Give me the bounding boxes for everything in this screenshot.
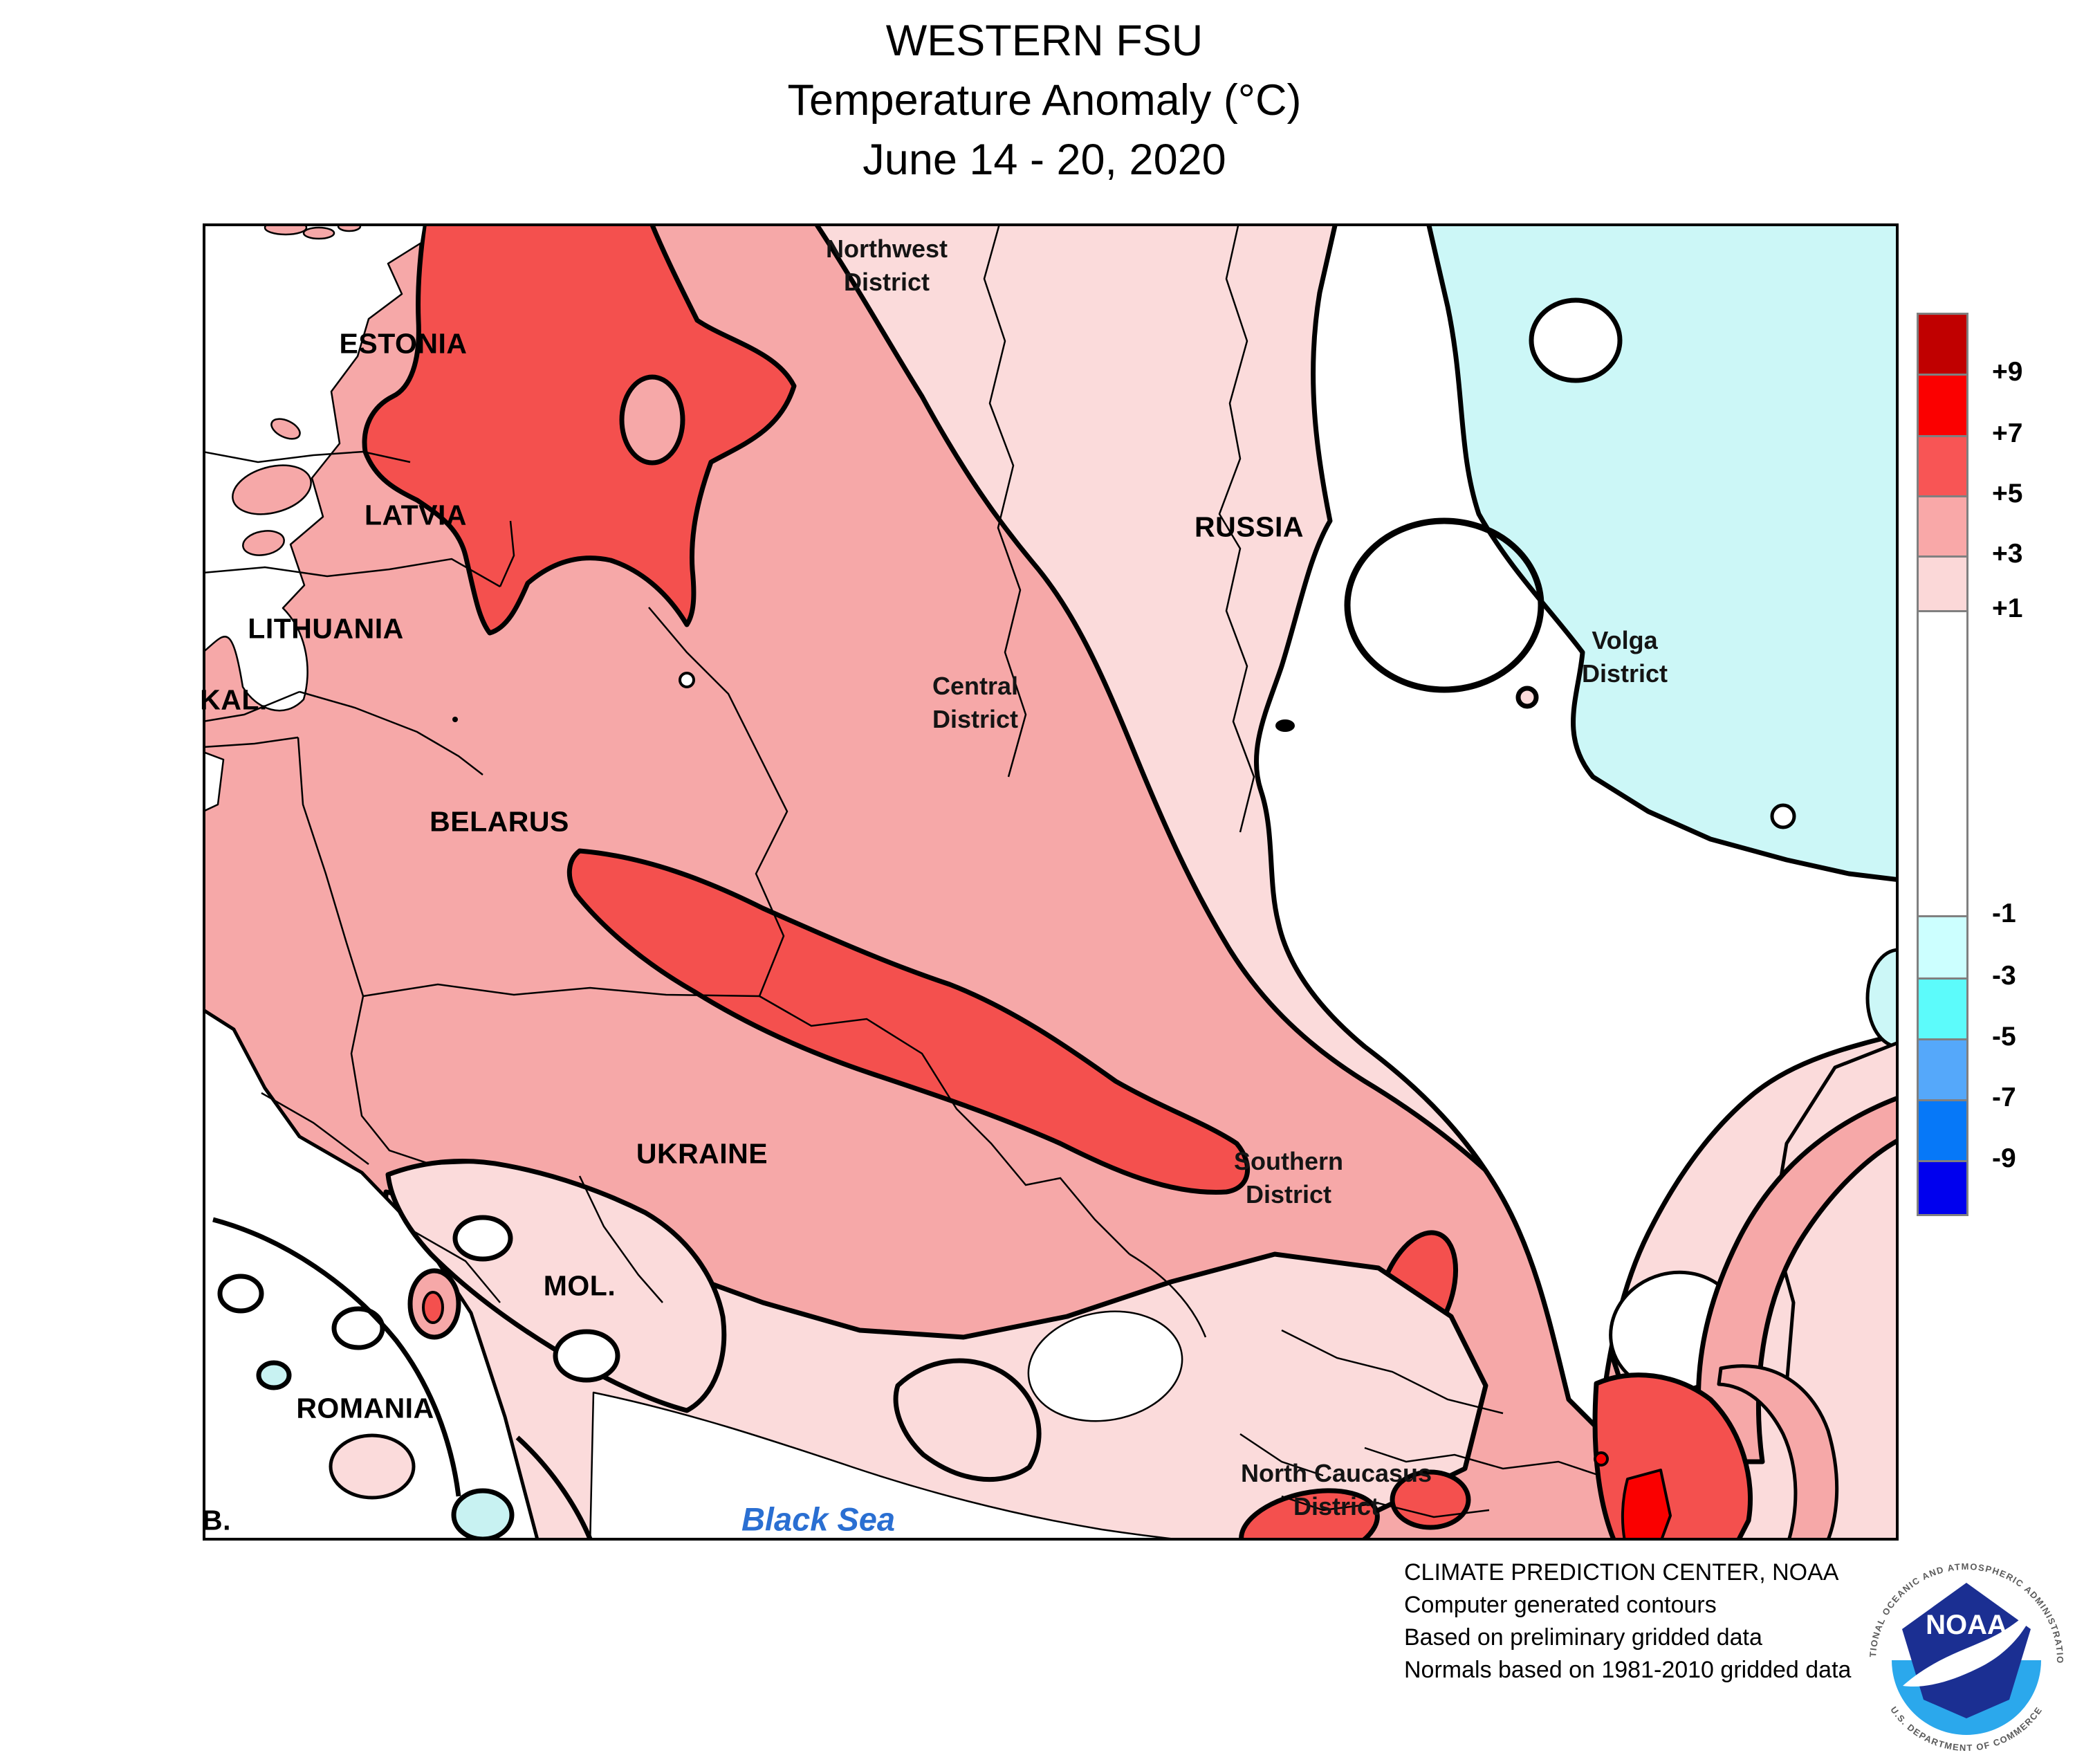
- thick-contour-squiggle-2: [515, 1435, 593, 1541]
- legend-segment-8: [1919, 1038, 1966, 1099]
- cyan-sliver-right-edge: [1865, 948, 1899, 1049]
- legend-segment-2: [1919, 435, 1966, 495]
- legend-segment-9: [1919, 1099, 1966, 1160]
- bright-red-anomaly-core: [1621, 1469, 1672, 1541]
- white-ring-2: [553, 1329, 620, 1383]
- pink-wrap-southeast: [1717, 1364, 1839, 1541]
- red-anomaly-caucasus-east: [1390, 1469, 1471, 1530]
- tiny-white-dot: [679, 672, 695, 688]
- legend-segment-1: [1919, 374, 1966, 435]
- legend-value-7: +7: [1992, 419, 2023, 448]
- legend-value-9: -9: [1992, 1143, 2016, 1173]
- baltic-sea-white: [203, 223, 425, 712]
- kaliningrad-lagoon-white: [203, 751, 225, 813]
- white-ring-4: [217, 1274, 264, 1314]
- political-borders: [203, 223, 1601, 1518]
- legend-segment-7: [1919, 977, 1966, 1038]
- legend-value-3: +3: [1992, 539, 2023, 569]
- legend-value-1: +1: [1992, 594, 2023, 623]
- black-sea-white: [589, 1391, 1197, 1541]
- legend-value-1: -1: [1992, 899, 2016, 928]
- red-anomaly-central-band: [566, 848, 1250, 1195]
- island-hiiumaa: [242, 530, 285, 556]
- red-core-mol: [422, 1291, 444, 1324]
- attribution-line-3: Based on preliminary gridded data: [1404, 1624, 1762, 1651]
- pink-hole-in-red: [619, 374, 685, 466]
- light-pink-patch-south: [329, 1433, 416, 1500]
- island-small: [270, 418, 301, 440]
- legend-segment-4: [1919, 555, 1966, 610]
- attribution-line-1: CLIMATE PREDICTION CENTER, NOAA: [1404, 1559, 1839, 1586]
- noaa-logo: NOAA NATIONAL OCEANIC AND ATMOSPHERIC AD…: [1863, 1556, 2065, 1753]
- anomaly-map: [203, 223, 1899, 1541]
- cyan-spot-romania: [256, 1360, 292, 1390]
- white-ring-3: [331, 1306, 385, 1350]
- attribution-block: CLIMATE PREDICTION CENTER, NOAA Computer …: [1404, 1556, 1888, 1687]
- title-dates: June 14 - 20, 2020: [863, 136, 1226, 184]
- map-title: WESTERN FSU Temperature Anomaly (°C) Jun…: [782, 11, 1307, 190]
- legend-segment-0: [1919, 315, 1966, 374]
- legend-segment-5: [1919, 610, 1966, 915]
- azov-sea-white: [1027, 1310, 1183, 1422]
- seagull-icon: [1903, 1602, 2037, 1687]
- bright-red-notch: [1594, 1451, 1609, 1467]
- red-anomaly-northwest: [362, 223, 797, 636]
- legend-segment-3: [1919, 495, 1966, 555]
- legend-value-5: +5: [1992, 479, 2023, 508]
- map-border: [203, 223, 1899, 1541]
- white-ring-1: [452, 1215, 513, 1262]
- attribution-line-4: Normals based on 1981-2010 gridded data: [1404, 1657, 1852, 1683]
- red-anomaly-caucasus-west: [1239, 1488, 1380, 1541]
- thick-contour-squiggle-1: [212, 1217, 461, 1497]
- legend-segment-10: [1919, 1160, 1966, 1214]
- white-hole-in-cyan: [1529, 297, 1623, 383]
- legend-value-3: -3: [1992, 961, 2016, 991]
- closed-contour-loop: [1344, 517, 1544, 693]
- legend-color-bar: [1917, 313, 1968, 1216]
- title-subject: Temperature Anomaly (°C): [787, 76, 1302, 125]
- tiny-dot-belarus: [452, 717, 458, 722]
- coast-islet-2: [302, 226, 335, 240]
- lake-dot: [1275, 719, 1295, 732]
- legend-segment-6: [1919, 915, 1966, 977]
- cyan-spot-south: [451, 1488, 515, 1541]
- logo-acronym: NOAA: [1926, 1610, 2007, 1640]
- title-region: WESTERN FSU: [885, 17, 1204, 65]
- island-saaremaa: [232, 464, 312, 515]
- white-dot-contour: [1770, 803, 1796, 829]
- crimea-peninsula: [893, 1358, 1042, 1482]
- legend-value-9: +9: [1992, 357, 2023, 387]
- pink-dot-contour: [1515, 686, 1539, 709]
- legend-value-5: -5: [1992, 1022, 2016, 1051]
- legend-value-7: -7: [1992, 1083, 2016, 1112]
- attribution-line-2: Computer generated contours: [1404, 1592, 1717, 1618]
